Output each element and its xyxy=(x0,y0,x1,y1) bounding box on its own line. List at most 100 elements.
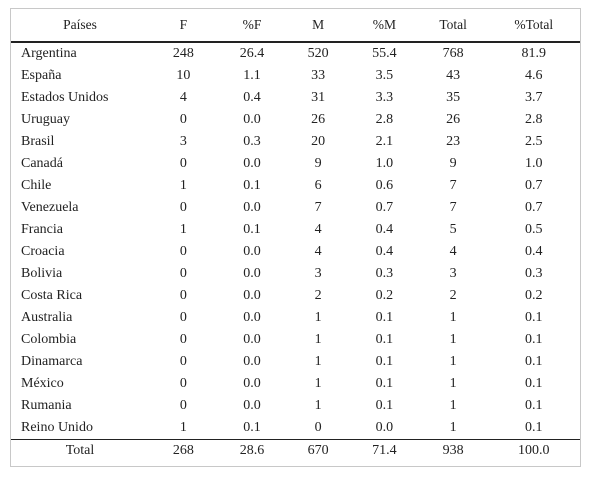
cell-pct-f: 0.1 xyxy=(243,178,261,193)
cell-total: 768 xyxy=(442,46,464,61)
header-total: Total xyxy=(418,9,488,43)
table-row: Rumania 0 0.0 1 0.1 1 0.1 xyxy=(11,395,580,417)
cell-country: México xyxy=(21,376,64,391)
cell-country: España xyxy=(21,68,62,83)
cell-m: 1 xyxy=(314,376,322,391)
cell-f: 0 xyxy=(179,112,187,127)
table-row: Chile 1 0.1 6 0.6 7 0.7 xyxy=(11,175,580,197)
cell-country: Brasil xyxy=(21,134,55,149)
cell-pct-total: 0.2 xyxy=(525,288,543,303)
header-row: Países F %F M %M Total %Total xyxy=(11,9,580,43)
table-row: Reino Unido 1 0.1 0 0.0 1 0.1 xyxy=(11,417,580,440)
cell-country: Estados Unidos xyxy=(21,90,109,105)
cell-total: 7 xyxy=(449,200,457,215)
cell-pct-f: 0.0 xyxy=(243,266,261,281)
cell-f: 4 xyxy=(179,90,187,105)
cell-pct-total: 0.4 xyxy=(525,244,543,259)
table-row: Argentina 248 26.4 520 55.4 768 81.9 xyxy=(11,42,580,65)
cell-pct-m: 0.3 xyxy=(375,266,394,281)
cell-country: Reino Unido xyxy=(21,420,93,435)
cell-f: 10 xyxy=(176,68,191,83)
cell-pct-f: 0.4 xyxy=(243,90,261,105)
cell-total: 1 xyxy=(449,310,457,325)
cell-pct-f: 0.0 xyxy=(243,332,261,347)
cell-m: 1 xyxy=(314,398,322,413)
cell-f: 1 xyxy=(179,420,187,435)
cell-total: 43 xyxy=(446,68,461,83)
cell-pct-total: 0.5 xyxy=(525,222,543,237)
cell-total: 26 xyxy=(446,112,461,127)
cell-total: 1 xyxy=(449,398,457,413)
cell-pct-f: 1.1 xyxy=(243,68,261,83)
cell-pct-m: 0.2 xyxy=(375,288,394,303)
cell-pct-m: 3.5 xyxy=(375,68,394,83)
cell-pct-m: 0.4 xyxy=(375,222,394,237)
cell-pct-f: 0.0 xyxy=(243,354,261,369)
cell-total: 4 xyxy=(449,244,457,259)
cell-pct-f: 0.1 xyxy=(243,222,261,237)
cell-pct-f: 0.0 xyxy=(243,156,261,171)
cell-total: 938 xyxy=(418,439,488,462)
cell-pct-f: 28.6 xyxy=(217,439,287,462)
cell-country: Canadá xyxy=(21,156,63,171)
cell-f: 0 xyxy=(179,332,187,347)
table-body: Argentina 248 26.4 520 55.4 768 81.9 España 10 1.… xyxy=(11,42,580,462)
cell-pct-total: 3.7 xyxy=(525,90,543,105)
cell-m: 2 xyxy=(314,288,322,303)
cell-pct-m: 0.6 xyxy=(375,178,394,193)
cell-pct-f: 0.0 xyxy=(243,398,261,413)
cell-country: Argentina xyxy=(21,46,77,61)
header-f: F xyxy=(149,9,218,43)
header-pct-f: %F xyxy=(217,9,287,43)
cell-pct-m: 2.8 xyxy=(375,112,394,127)
cell-total: 35 xyxy=(446,90,461,105)
cell-country: Australia xyxy=(21,310,73,325)
cell-pct-m: 0.0 xyxy=(375,420,394,435)
cell-country: Bolivia xyxy=(21,266,63,281)
cell-f: 0 xyxy=(179,288,187,303)
cell-m: 7 xyxy=(314,200,322,215)
cell-pct-f: 0.1 xyxy=(243,420,261,435)
cell-total: 3 xyxy=(449,266,457,281)
table-row: España 10 1.1 33 3.5 43 4.6 xyxy=(11,65,580,87)
cell-pct-f: 0.0 xyxy=(243,244,261,259)
cell-pct-m: 0.4 xyxy=(375,244,394,259)
header-m: M xyxy=(286,9,351,43)
cell-m: 1 xyxy=(314,332,322,347)
cell-country: Total xyxy=(11,439,150,462)
cell-pct-m: 1.0 xyxy=(375,156,394,171)
cell-pct-total: 100.0 xyxy=(487,439,580,462)
table-row: Dinamarca 0 0.0 1 0.1 1 0.1 xyxy=(11,351,580,373)
cell-f: 268 xyxy=(149,439,218,462)
cell-pct-m: 0.1 xyxy=(375,332,394,347)
table-header: Países F %F M %M Total %Total xyxy=(11,9,580,43)
cell-pct-total: 0.1 xyxy=(525,310,543,325)
cell-pct-total: 0.1 xyxy=(525,376,543,391)
cell-total: 1 xyxy=(449,354,457,369)
cell-pct-total: 0.7 xyxy=(525,200,543,215)
cell-pct-m: 2.1 xyxy=(375,134,394,149)
cell-f: 248 xyxy=(172,46,194,61)
cell-m: 3 xyxy=(314,266,322,281)
table-row: Australia 0 0.0 1 0.1 1 0.1 xyxy=(11,307,580,329)
cell-m: 4 xyxy=(314,222,322,237)
table-row: Canadá 0 0.0 9 1.0 9 1.0 xyxy=(11,153,580,175)
cell-total: 23 xyxy=(446,134,461,149)
cell-total: 1 xyxy=(449,332,457,347)
cell-pct-f: 0.0 xyxy=(243,112,261,127)
cell-pct-f: 26.4 xyxy=(239,46,265,61)
table-frame: Países F %F M %M Total %Total Argentina 2… xyxy=(10,8,581,467)
cell-pct-total: 81.9 xyxy=(521,46,547,61)
cell-total: 5 xyxy=(449,222,457,237)
cell-pct-total: 0.7 xyxy=(525,178,543,193)
cell-total: 2 xyxy=(449,288,457,303)
table-row: Colombia 0 0.0 1 0.1 1 0.1 xyxy=(11,329,580,351)
table-row: Estados Unidos 4 0.4 31 3.3 35 3.7 xyxy=(11,87,580,109)
cell-pct-total: 0.1 xyxy=(525,354,543,369)
cell-m: 520 xyxy=(307,46,329,61)
cell-f: 1 xyxy=(179,178,187,193)
cell-pct-f: 0.0 xyxy=(243,310,261,325)
total-row: Total 268 28.6 670 71.4 938 100.0 xyxy=(11,439,580,462)
cell-pct-total: 0.3 xyxy=(525,266,543,281)
cell-pct-m: 0.1 xyxy=(375,398,394,413)
